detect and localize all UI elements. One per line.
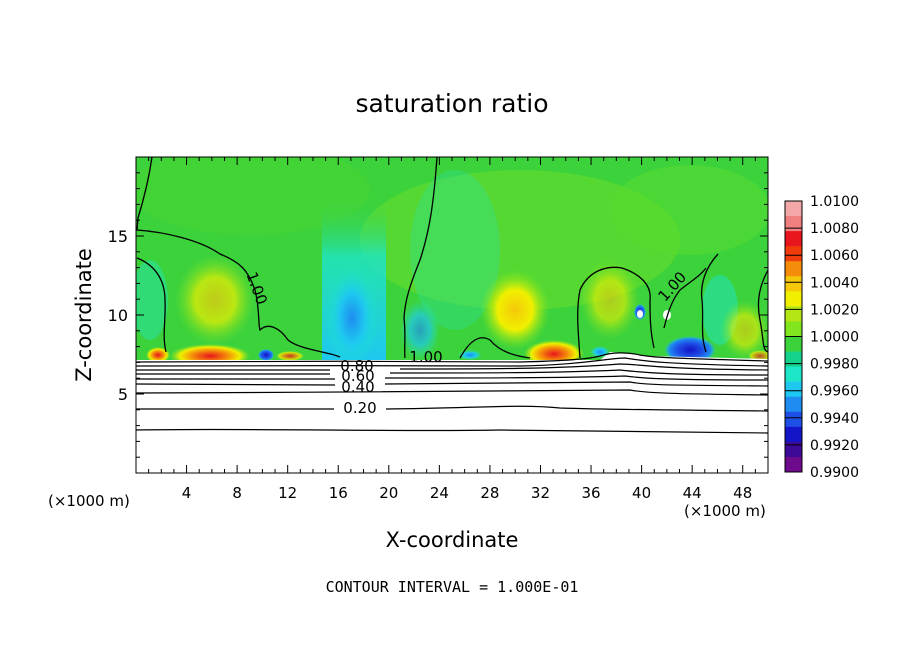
colorbar-swatch bbox=[785, 306, 802, 322]
colorbar-swatch bbox=[785, 411, 802, 428]
contour-1.00 bbox=[136, 157, 768, 359]
colorbar-swatch bbox=[785, 246, 802, 262]
x-unit-right: (×1000 m) bbox=[684, 502, 766, 520]
field-patch bbox=[258, 349, 274, 361]
colorbar-swatch bbox=[785, 291, 802, 307]
chart-title: saturation ratio bbox=[355, 89, 548, 118]
colorbar-swatch bbox=[785, 276, 802, 292]
field-patch bbox=[637, 310, 643, 318]
field-patch bbox=[480, 270, 550, 350]
colorbar-swatch bbox=[785, 201, 802, 217]
colorbar-label: 1.0080 bbox=[810, 221, 859, 237]
colorbar-label: 0.9980 bbox=[810, 357, 859, 373]
subcloud-region bbox=[136, 360, 768, 473]
colorbar-swatch bbox=[785, 336, 802, 353]
field-patch bbox=[276, 351, 304, 361]
x-tick-label: 36 bbox=[581, 484, 600, 502]
x-tick-label: 12 bbox=[278, 484, 297, 502]
x-tick-label: 24 bbox=[430, 484, 449, 502]
colorbar-swatch bbox=[785, 366, 802, 383]
colorbar-label: 1.0100 bbox=[810, 194, 859, 210]
colorbar-swatch bbox=[785, 441, 802, 458]
field-patch bbox=[720, 300, 768, 360]
colorbar-label: 0.9920 bbox=[810, 438, 859, 454]
field-patch bbox=[326, 268, 378, 368]
colorbar-swatch bbox=[785, 216, 802, 232]
x-tick-label: 20 bbox=[379, 484, 398, 502]
x-tick-label: 40 bbox=[632, 484, 651, 502]
x-axis: 4 8 12 16 20 24 28 32 36 40 44 48 bbox=[148, 157, 756, 502]
x-tick-label: 44 bbox=[683, 484, 702, 502]
y-tick-label: 10 bbox=[108, 306, 128, 325]
colorbar-label: 1.0020 bbox=[810, 302, 859, 318]
colorbar-label: 1.0060 bbox=[810, 248, 859, 264]
y-tick-label: 15 bbox=[108, 227, 128, 246]
colorbar-swatch bbox=[785, 261, 802, 277]
colorbar-label: 0.9940 bbox=[810, 411, 859, 427]
field-patch bbox=[136, 157, 370, 235]
field-patch bbox=[400, 300, 440, 360]
colorbar-swatch bbox=[785, 426, 802, 443]
contour-label: 1.00 bbox=[409, 348, 442, 366]
field-patch bbox=[610, 165, 768, 255]
contour-label: 0.40 bbox=[341, 378, 374, 396]
colorbar-label: 1.0040 bbox=[810, 275, 859, 291]
colorbar-swatch bbox=[785, 321, 802, 337]
colorbar-swatch bbox=[785, 456, 802, 473]
colorbar-label: 1.0000 bbox=[810, 330, 859, 346]
x-tick-label: 8 bbox=[232, 484, 242, 502]
field-patch bbox=[146, 347, 170, 363]
field-patch bbox=[175, 255, 255, 345]
colorbar-label: 0.9900 bbox=[810, 465, 859, 481]
field-patch bbox=[410, 170, 500, 330]
colorbar-label: 0.9960 bbox=[810, 384, 859, 400]
colorbar-swatch bbox=[785, 396, 802, 413]
colorbar: 1.0100 1.0080 1.0060 1.0040 1.0020 1.0000 0.99… bbox=[784, 194, 859, 481]
field-patch bbox=[136, 260, 168, 340]
contour-label: 0.60 bbox=[341, 367, 374, 385]
contour-0.80-0.20 bbox=[136, 352, 768, 434]
x-axis-label: X-coordinate bbox=[386, 528, 519, 552]
x-tick-label: 4 bbox=[182, 484, 192, 502]
x-tick-label: 28 bbox=[480, 484, 499, 502]
y-axis-label: Z-coordinate bbox=[72, 248, 96, 382]
field-patch bbox=[580, 260, 640, 340]
colorbar-swatch bbox=[785, 381, 802, 398]
x-tick-label: 16 bbox=[329, 484, 348, 502]
y-axis: 5 10 15 bbox=[108, 172, 768, 458]
contour-label: 0.20 bbox=[343, 399, 376, 417]
plot-area: 1.00 1.00 1.00 0.80 0.60 0.40 0.20 bbox=[136, 157, 768, 473]
x-tick-label: 48 bbox=[733, 484, 752, 502]
subcloud-region bbox=[136, 352, 768, 368]
x-tick-label: 32 bbox=[531, 484, 550, 502]
contour-interval-note: CONTOUR INTERVAL = 1.000E-01 bbox=[326, 578, 579, 596]
colorbar-swatch bbox=[785, 231, 802, 247]
colorbar-swatch bbox=[785, 351, 802, 368]
contour-label: 0.80 bbox=[340, 357, 373, 375]
x-unit-left: (×1000 m) bbox=[48, 492, 130, 510]
y-tick-label: 5 bbox=[118, 385, 128, 404]
